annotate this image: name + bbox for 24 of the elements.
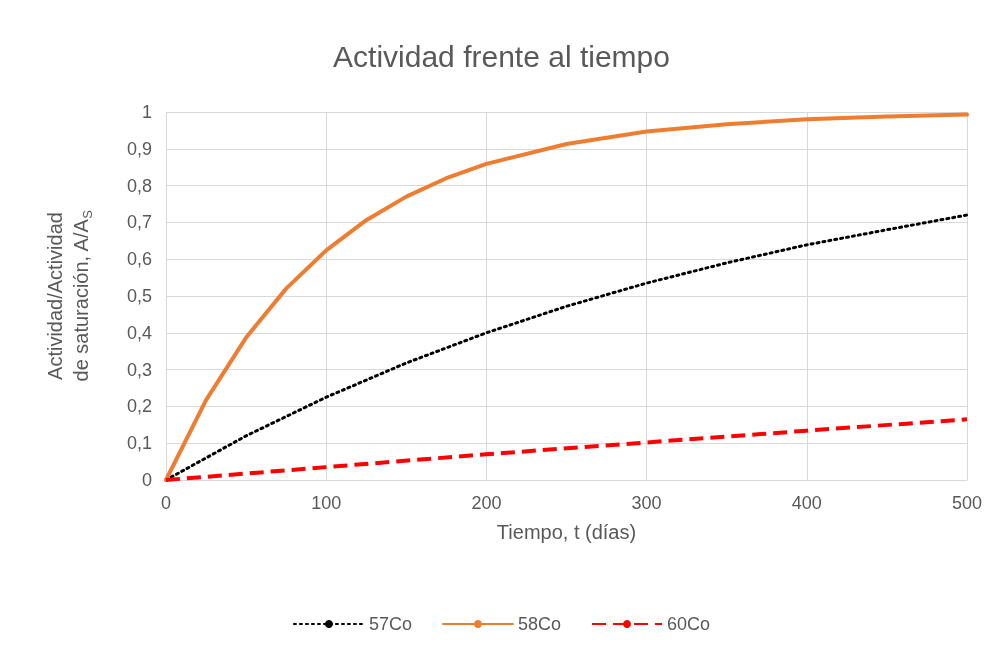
chart-title: Actividad frente al tiempo: [333, 39, 670, 73]
line-series: [164, 417, 969, 482]
y-tick-label: 0,2: [126, 396, 152, 417]
line-series: [164, 112, 969, 482]
x-tick-label: 300: [631, 493, 662, 513]
y-tick-label: 0,9: [126, 138, 152, 159]
y-tick-label: 0,3: [126, 359, 152, 380]
y-tick-label: 0,8: [126, 175, 152, 196]
x-axis-title: Tiempo, t (días): [496, 521, 637, 543]
y-tick-label: 0,7: [126, 212, 152, 233]
legend-label: 60Co: [667, 614, 711, 634]
y-tick-label: 0,6: [126, 249, 152, 270]
y-tick-label: 0,5: [126, 286, 152, 306]
y-tick-label: 1: [141, 102, 152, 122]
y-tick-label: 0: [141, 470, 152, 490]
x-tick-label: 0: [160, 493, 172, 513]
legend-label: 58Co: [517, 614, 562, 634]
x-tick-label: 100: [311, 493, 342, 513]
x-tick-label: 500: [951, 493, 983, 513]
y-tick-label: 0,4: [126, 322, 152, 343]
x-tick-label: 200: [471, 493, 502, 513]
legend-label: 57Co: [368, 614, 412, 634]
y-tick-label: 0,1: [126, 433, 152, 454]
x-tick-label: 400: [791, 493, 822, 513]
